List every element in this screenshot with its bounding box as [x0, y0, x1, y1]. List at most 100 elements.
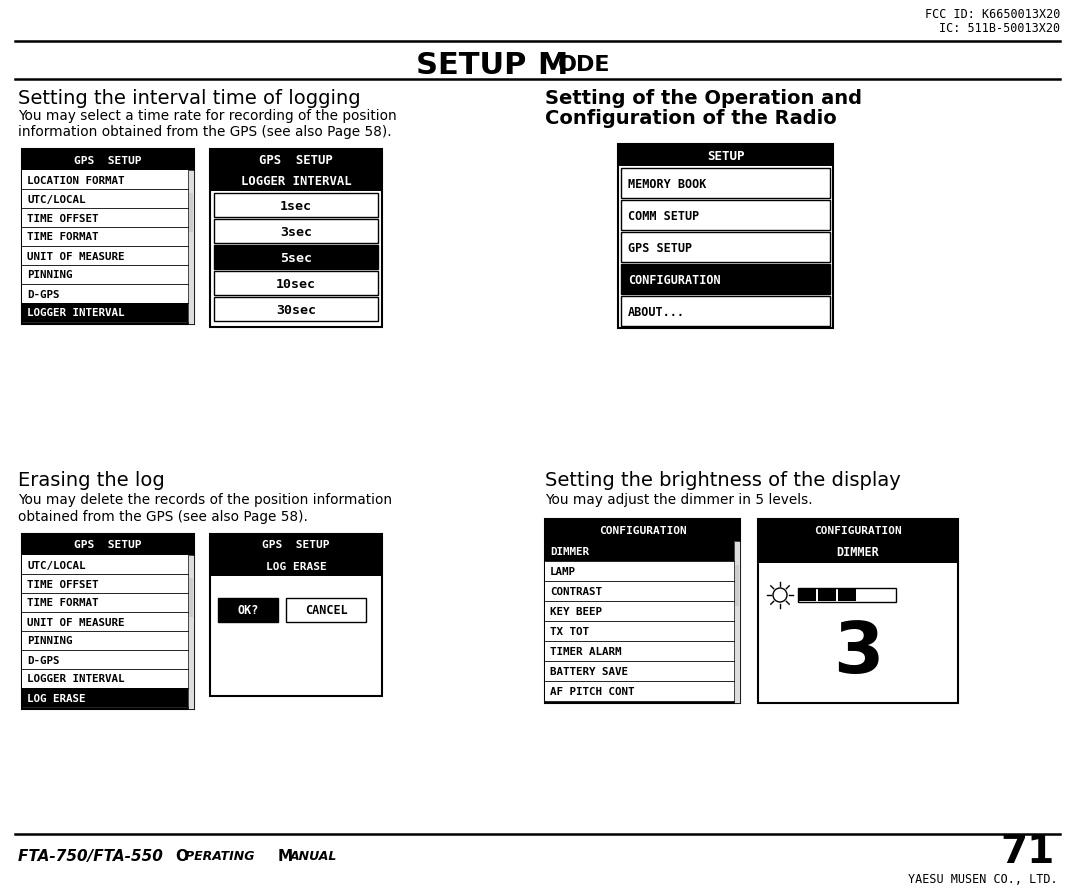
Text: information obtained from the GPS (see also Page 58).: information obtained from the GPS (see a… — [18, 125, 392, 139]
Text: OK?: OK? — [237, 603, 259, 617]
Text: PINNING: PINNING — [27, 636, 73, 645]
Bar — [21, 670, 188, 688]
Bar — [21, 535, 194, 555]
Text: LOGGER INTERVAL: LOGGER INTERVAL — [27, 308, 125, 318]
Text: GPS  SETUP: GPS SETUP — [259, 154, 333, 167]
Text: KEY BEEP: KEY BEEP — [550, 606, 603, 616]
Bar — [189, 578, 193, 617]
Bar — [545, 641, 734, 662]
Text: 3: 3 — [832, 619, 883, 687]
Bar — [734, 542, 740, 704]
Text: LOGGER INTERVAL: LOGGER INTERVAL — [27, 674, 125, 684]
Bar — [621, 232, 830, 263]
Text: LAMP: LAMP — [550, 567, 576, 577]
Bar — [21, 266, 188, 284]
Text: UNIT OF MEASURE: UNIT OF MEASURE — [27, 251, 125, 261]
Bar — [21, 555, 188, 574]
Bar — [188, 555, 194, 709]
Bar — [211, 555, 382, 577]
Text: COMM SETUP: COMM SETUP — [628, 209, 699, 223]
Text: LOG ERASE: LOG ERASE — [265, 561, 326, 571]
Bar — [545, 621, 734, 641]
Text: DIMMER: DIMMER — [837, 546, 880, 559]
Bar — [818, 589, 836, 602]
Text: Setting the brightness of the display: Setting the brightness of the display — [545, 470, 901, 489]
Bar — [188, 171, 194, 325]
Text: You may select a time rate for recording of the position: You may select a time rate for recording… — [18, 109, 396, 122]
Text: 1sec: 1sec — [280, 199, 313, 212]
Text: PINNING: PINNING — [27, 270, 73, 280]
Text: You may adjust the dimmer in 5 levels.: You may adjust the dimmer in 5 levels. — [545, 493, 813, 506]
Bar — [545, 602, 734, 621]
Text: ODE: ODE — [558, 55, 610, 75]
Bar — [214, 194, 378, 218]
Bar — [21, 574, 188, 594]
Bar — [218, 598, 278, 622]
Text: AF PITCH CONT: AF PITCH CONT — [550, 687, 635, 696]
Bar — [21, 688, 188, 707]
Bar — [621, 265, 830, 295]
Bar — [21, 612, 188, 631]
Bar — [21, 190, 188, 209]
Text: YAESU MUSEN CO., LTD.: YAESU MUSEN CO., LTD. — [909, 873, 1058, 886]
Bar — [21, 535, 194, 709]
Bar — [545, 519, 740, 704]
Bar — [211, 150, 382, 327]
Bar — [211, 535, 382, 696]
Bar — [211, 171, 382, 192]
Text: TIME OFFSET: TIME OFFSET — [27, 214, 99, 224]
Bar — [211, 150, 382, 171]
Text: GPS  SETUP: GPS SETUP — [74, 540, 142, 550]
Text: FCC ID: K6650013X20: FCC ID: K6650013X20 — [925, 7, 1060, 21]
Bar — [758, 519, 958, 542]
Bar — [21, 150, 194, 171]
Text: UTC/LOCAL: UTC/LOCAL — [27, 560, 86, 569]
Text: D-GPS: D-GPS — [27, 289, 59, 299]
Bar — [214, 298, 378, 322]
Bar — [758, 519, 958, 704]
Text: TIMER ALARM: TIMER ALARM — [550, 646, 622, 656]
Bar — [545, 681, 734, 701]
Bar — [211, 535, 382, 555]
Bar — [838, 589, 856, 602]
Text: UNIT OF MEASURE: UNIT OF MEASURE — [27, 617, 125, 627]
Bar — [21, 304, 188, 323]
Text: LOGGER INTERVAL: LOGGER INTERVAL — [241, 175, 351, 188]
Text: Erasing the log: Erasing the log — [18, 470, 164, 489]
Text: TIME OFFSET: TIME OFFSET — [27, 578, 99, 589]
Bar — [545, 542, 734, 561]
Bar — [21, 650, 188, 670]
Text: CONFIGURATION: CONFIGURATION — [598, 526, 686, 536]
Text: DIMMER: DIMMER — [550, 546, 589, 556]
Text: TIME FORMAT: TIME FORMAT — [27, 232, 99, 242]
Text: FTA-750/FTA-550: FTA-750/FTA-550 — [18, 848, 169, 864]
Text: CONTRAST: CONTRAST — [550, 586, 603, 596]
Text: IC: 511B-50013X20: IC: 511B-50013X20 — [939, 21, 1060, 35]
Text: GPS  SETUP: GPS SETUP — [74, 156, 142, 165]
Text: D-GPS: D-GPS — [27, 654, 59, 665]
Text: You may delete the records of the position information: You may delete the records of the positi… — [18, 493, 392, 506]
Text: GPS  SETUP: GPS SETUP — [262, 540, 330, 550]
Bar — [21, 631, 188, 650]
Text: CONFIGURATION: CONFIGURATION — [628, 274, 721, 286]
Bar — [286, 598, 366, 622]
Text: ANUAL: ANUAL — [290, 849, 337, 863]
Bar — [21, 209, 188, 228]
Bar — [618, 145, 833, 329]
Text: CONFIGURATION: CONFIGURATION — [814, 526, 902, 536]
Text: Configuration of the Radio: Configuration of the Radio — [545, 108, 837, 127]
Bar — [621, 297, 830, 326]
Text: obtained from the GPS (see also Page 58).: obtained from the GPS (see also Page 58)… — [18, 510, 308, 523]
Text: 71: 71 — [1001, 832, 1055, 870]
Text: TX TOT: TX TOT — [550, 627, 589, 637]
Bar — [21, 284, 188, 304]
Text: M: M — [278, 848, 293, 864]
Text: GPS SETUP: GPS SETUP — [628, 241, 692, 254]
Text: ABOUT...: ABOUT... — [628, 305, 685, 318]
Text: 5sec: 5sec — [280, 251, 313, 265]
Bar — [214, 246, 378, 270]
Bar — [21, 247, 188, 266]
Text: LOG ERASE: LOG ERASE — [27, 693, 86, 703]
Bar — [21, 228, 188, 247]
Bar — [621, 201, 830, 231]
